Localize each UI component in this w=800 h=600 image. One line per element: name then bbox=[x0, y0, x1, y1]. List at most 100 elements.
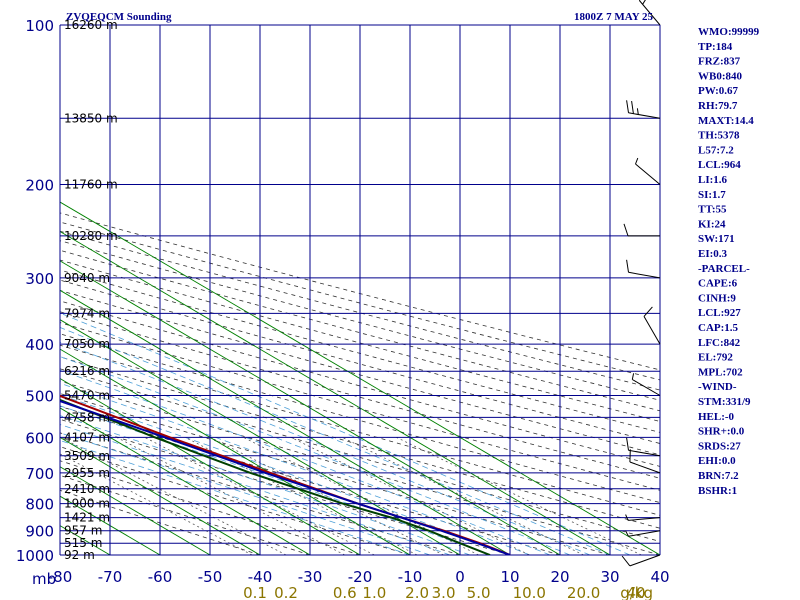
mixing-ratio-label: 3.0 bbox=[432, 584, 456, 600]
height-label: 92 m bbox=[64, 548, 95, 562]
stat-entry: EL:792 bbox=[698, 352, 733, 364]
temperature-tick-label: -60 bbox=[148, 568, 173, 586]
wind-barb bbox=[635, 157, 661, 185]
wind-barb-staff bbox=[639, 0, 661, 26]
dry-adiabat bbox=[60, 322, 660, 491]
wind-barb-flag bbox=[631, 101, 634, 114]
height-label: 16260 m bbox=[64, 18, 118, 32]
height-label: 9040 m bbox=[64, 271, 110, 285]
wind-barb-staff bbox=[643, 316, 661, 345]
wind-barb-staff bbox=[629, 554, 661, 567]
mixing-ratio-label: 40 bbox=[626, 584, 645, 600]
wind-barb-half-flag bbox=[631, 373, 635, 380]
wind-barb-staff bbox=[628, 530, 661, 537]
stat-entry: SRDS:27 bbox=[698, 440, 741, 452]
stat-entry: KI:24 bbox=[698, 218, 726, 230]
stat-entry: LCL:927 bbox=[698, 307, 741, 319]
isotherm bbox=[60, 348, 411, 555]
wind-barb-flag bbox=[626, 100, 629, 113]
stat-entry: WB0:840 bbox=[698, 70, 743, 82]
temperature-tick-label: 20 bbox=[550, 568, 569, 586]
pressure-tick-label: 300 bbox=[25, 270, 54, 288]
height-label: 2410 m bbox=[64, 482, 110, 496]
wind-barb-flag bbox=[626, 437, 629, 451]
pressure-tick-label: 600 bbox=[25, 429, 54, 447]
wind-barb-flag bbox=[626, 259, 629, 273]
height-label: 1421 m bbox=[64, 511, 110, 525]
stat-entry: STM:331/9 bbox=[698, 396, 751, 408]
wind-barb-half-flag bbox=[636, 108, 639, 115]
wind-barb bbox=[625, 530, 661, 537]
wind-barb bbox=[626, 437, 661, 457]
parcel-line bbox=[60, 400, 511, 555]
height-label: 515 m bbox=[64, 536, 102, 550]
stat-entry: FRZ:837 bbox=[698, 56, 741, 68]
wind-barb bbox=[626, 259, 661, 279]
dry-adiabat bbox=[60, 356, 660, 529]
dry-adiabat bbox=[60, 259, 660, 422]
dry-adiabat bbox=[60, 446, 411, 555]
dry-adiabat bbox=[60, 311, 660, 479]
dry-adiabat bbox=[60, 300, 660, 467]
dry-adiabat bbox=[60, 221, 660, 381]
stat-entry: CAPE:6 bbox=[698, 278, 738, 290]
wind-barb bbox=[625, 514, 661, 521]
wind-barb-flag bbox=[643, 306, 653, 317]
stat-entry: -WIND- bbox=[698, 381, 737, 393]
wind-barb bbox=[638, 0, 661, 26]
stat-entry: LI:1.6 bbox=[698, 174, 728, 186]
wind-barb bbox=[626, 100, 661, 119]
isotherm bbox=[0, 25, 10, 555]
wind-barb-flag bbox=[621, 555, 631, 567]
temperature-tick-label: -40 bbox=[248, 568, 273, 586]
chart-title: ZVQEQCM Sounding bbox=[66, 11, 172, 23]
dewpoint-line bbox=[60, 398, 491, 555]
mixing-ratio-label: 1.0 bbox=[362, 584, 386, 600]
wind-barb-half-flag bbox=[625, 514, 629, 521]
dry-adiabat bbox=[60, 344, 660, 516]
dry-adiabat bbox=[60, 249, 660, 412]
stat-entry: EHI:0.0 bbox=[698, 455, 736, 467]
stat-entry: LFC:842 bbox=[698, 337, 741, 349]
height-label: 5470 m bbox=[64, 388, 110, 402]
stat-entry: MPL:702 bbox=[698, 366, 743, 378]
temperature-tick-label: -50 bbox=[198, 568, 223, 586]
height-label: 7050 m bbox=[64, 337, 110, 351]
mixing-ratio-label: 5.0 bbox=[467, 584, 491, 600]
height-label: 4758 m bbox=[64, 410, 110, 424]
pressure-temperature-grid bbox=[59, 24, 661, 556]
moist-adiabat bbox=[60, 440, 411, 555]
stat-entry: TT:55 bbox=[698, 204, 727, 216]
dry-adiabat bbox=[60, 460, 361, 555]
dry-adiabat bbox=[60, 289, 660, 456]
stat-entry: BSHR:1 bbox=[698, 485, 737, 497]
mixing-ratio-label: 2.0 bbox=[405, 584, 429, 600]
mixing-ratio-line bbox=[396, 437, 642, 555]
temperature-tick-label: 0 bbox=[455, 568, 465, 586]
temperature-tick-label: -30 bbox=[298, 568, 323, 586]
stat-entry: CAP:1.5 bbox=[698, 322, 739, 334]
wind-barb-half-flag bbox=[642, 0, 646, 5]
height-label: 3509 m bbox=[64, 449, 110, 463]
stat-entry: -PARCEL- bbox=[698, 263, 750, 275]
pressure-tick-label: 800 bbox=[25, 496, 54, 514]
wind-barb-staff bbox=[635, 163, 661, 185]
wind-barb-staff bbox=[632, 379, 661, 396]
pressure-tick-label: 200 bbox=[25, 177, 54, 195]
wind-barb-staff bbox=[628, 449, 661, 457]
height-label: 11760 m bbox=[64, 178, 118, 192]
stat-entry: WMO:99999 bbox=[698, 26, 760, 38]
wind-barb bbox=[623, 223, 660, 237]
stat-entry: L57:7.2 bbox=[698, 144, 734, 156]
dry-adiabat bbox=[60, 279, 660, 444]
pressure-tick-label: 1000 bbox=[16, 547, 54, 565]
stat-entry: RH:79.7 bbox=[698, 100, 738, 112]
wind-barb bbox=[643, 306, 661, 345]
pressure-tick-label: 500 bbox=[25, 387, 54, 405]
mixing-ratio-line bbox=[342, 437, 584, 555]
wind-barb-staff bbox=[628, 271, 661, 279]
stat-entry: SHR+:0.0 bbox=[698, 426, 745, 438]
mixing-ratio-label: 0.6 bbox=[333, 584, 357, 600]
dry-adiabat bbox=[60, 240, 660, 401]
